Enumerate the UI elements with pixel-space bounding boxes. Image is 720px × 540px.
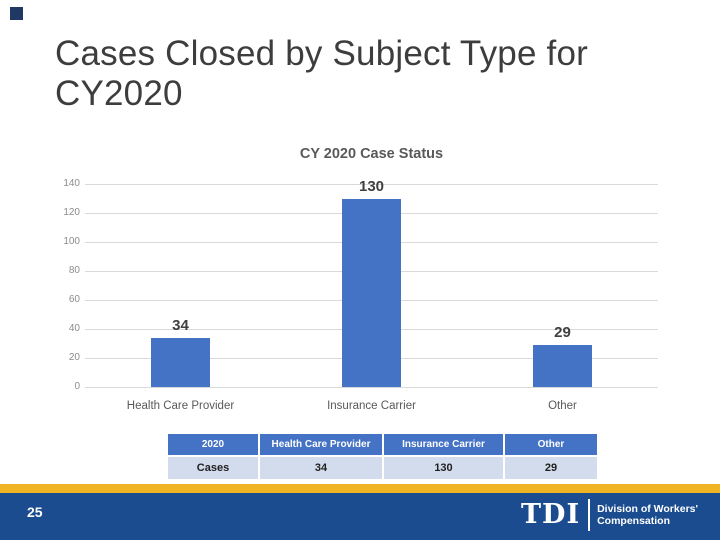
table-cell: 29 (505, 457, 597, 479)
corner-square-decor (10, 7, 23, 20)
logo-division-line2: Compensation (597, 515, 670, 527)
bar-health-care-provider (151, 337, 210, 387)
page-title: Cases Closed by Subject Type for CY2020 (55, 34, 655, 114)
y-axis-tick-label: 40 (68, 323, 80, 334)
bar-value-label: 29 (554, 323, 571, 341)
page-title-line2: CY2020 (55, 74, 183, 113)
y-axis-tick-label: 60 (68, 294, 80, 305)
chart-title: CY 2020 Case Status (299, 146, 444, 162)
tdi-logo: TDI Division of Workers' Compensation (521, 498, 698, 532)
bar-insurance-carrier (342, 198, 401, 387)
y-axis-tick-label: 0 (74, 381, 80, 392)
gold-divider (0, 484, 720, 493)
gridline (85, 387, 658, 388)
table-cell: 34 (260, 457, 382, 479)
bar-value-label: 130 (358, 177, 385, 195)
y-axis-tick-label: 80 (68, 265, 80, 276)
y-axis-tick-label: 140 (63, 178, 80, 189)
bar-value-label: 34 (172, 316, 189, 334)
table-header-cell: Health Care Provider (260, 434, 382, 455)
footer-bar: 25 TDI Division of Workers' Compensation (0, 493, 720, 540)
table-header-cell: Other (505, 434, 597, 455)
table-header-cell: Insurance Carrier (384, 434, 503, 455)
logo-division-line1: Division of Workers' (597, 502, 698, 515)
summary-table: 2020 Health Care Provider Insurance Carr… (168, 434, 597, 479)
logo-divider (588, 499, 591, 531)
page-number: 25 (27, 504, 43, 520)
table-header-cell: 2020 (168, 434, 258, 455)
gridline (85, 184, 658, 185)
table-cell: 130 (384, 457, 503, 479)
category-label: Other (548, 400, 577, 412)
category-label: Insurance Carrier (327, 400, 416, 412)
bar-other (533, 344, 592, 387)
category-label: Health Care Provider (126, 400, 235, 412)
y-axis-tick-label: 100 (63, 236, 80, 247)
page-title-line1: Cases Closed by Subject Type for (55, 34, 588, 73)
y-axis-tick-label: 20 (68, 352, 80, 363)
tdi-logo-acronym: TDI (520, 499, 581, 530)
y-axis-tick-label: 120 (63, 207, 80, 218)
logo-division-text: Division of Workers' Compensation (597, 503, 698, 528)
table-cell: Cases (168, 457, 258, 479)
